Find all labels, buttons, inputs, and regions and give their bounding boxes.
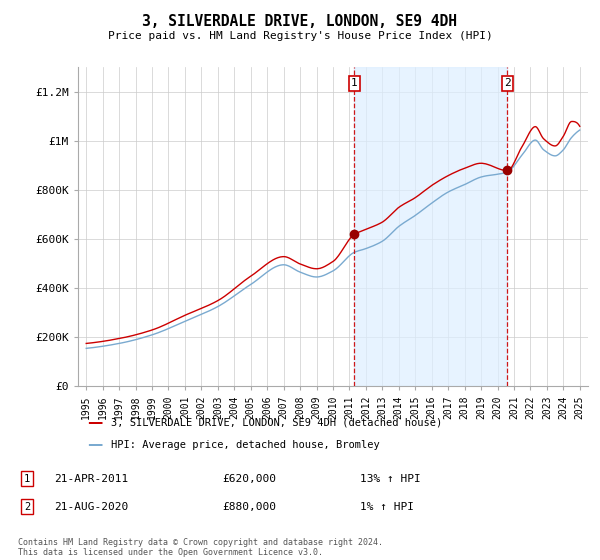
Text: 13% ↑ HPI: 13% ↑ HPI [360,474,421,484]
Text: —: — [87,414,103,430]
Text: 3, SILVERDALE DRIVE, LONDON, SE9 4DH: 3, SILVERDALE DRIVE, LONDON, SE9 4DH [143,14,458,29]
Bar [355,67,508,386]
Text: 2: 2 [24,502,30,512]
Text: £620,000: £620,000 [222,474,276,484]
Text: 21-AUG-2020: 21-AUG-2020 [54,502,128,512]
Text: 1: 1 [24,474,30,484]
Text: Price paid vs. HM Land Registry's House Price Index (HPI): Price paid vs. HM Land Registry's House … [107,31,493,41]
Text: 2: 2 [504,78,511,88]
Text: HPI: Average price, detached house, Bromley: HPI: Average price, detached house, Brom… [111,440,380,450]
Text: 1% ↑ HPI: 1% ↑ HPI [360,502,414,512]
Text: £880,000: £880,000 [222,502,276,512]
Text: 1: 1 [351,78,358,88]
Text: Contains HM Land Registry data © Crown copyright and database right 2024.
This d: Contains HM Land Registry data © Crown c… [18,538,383,557]
Text: 3, SILVERDALE DRIVE, LONDON, SE9 4DH (detached house): 3, SILVERDALE DRIVE, LONDON, SE9 4DH (de… [111,417,442,427]
Text: —: — [87,437,103,452]
Text: 21-APR-2011: 21-APR-2011 [54,474,128,484]
